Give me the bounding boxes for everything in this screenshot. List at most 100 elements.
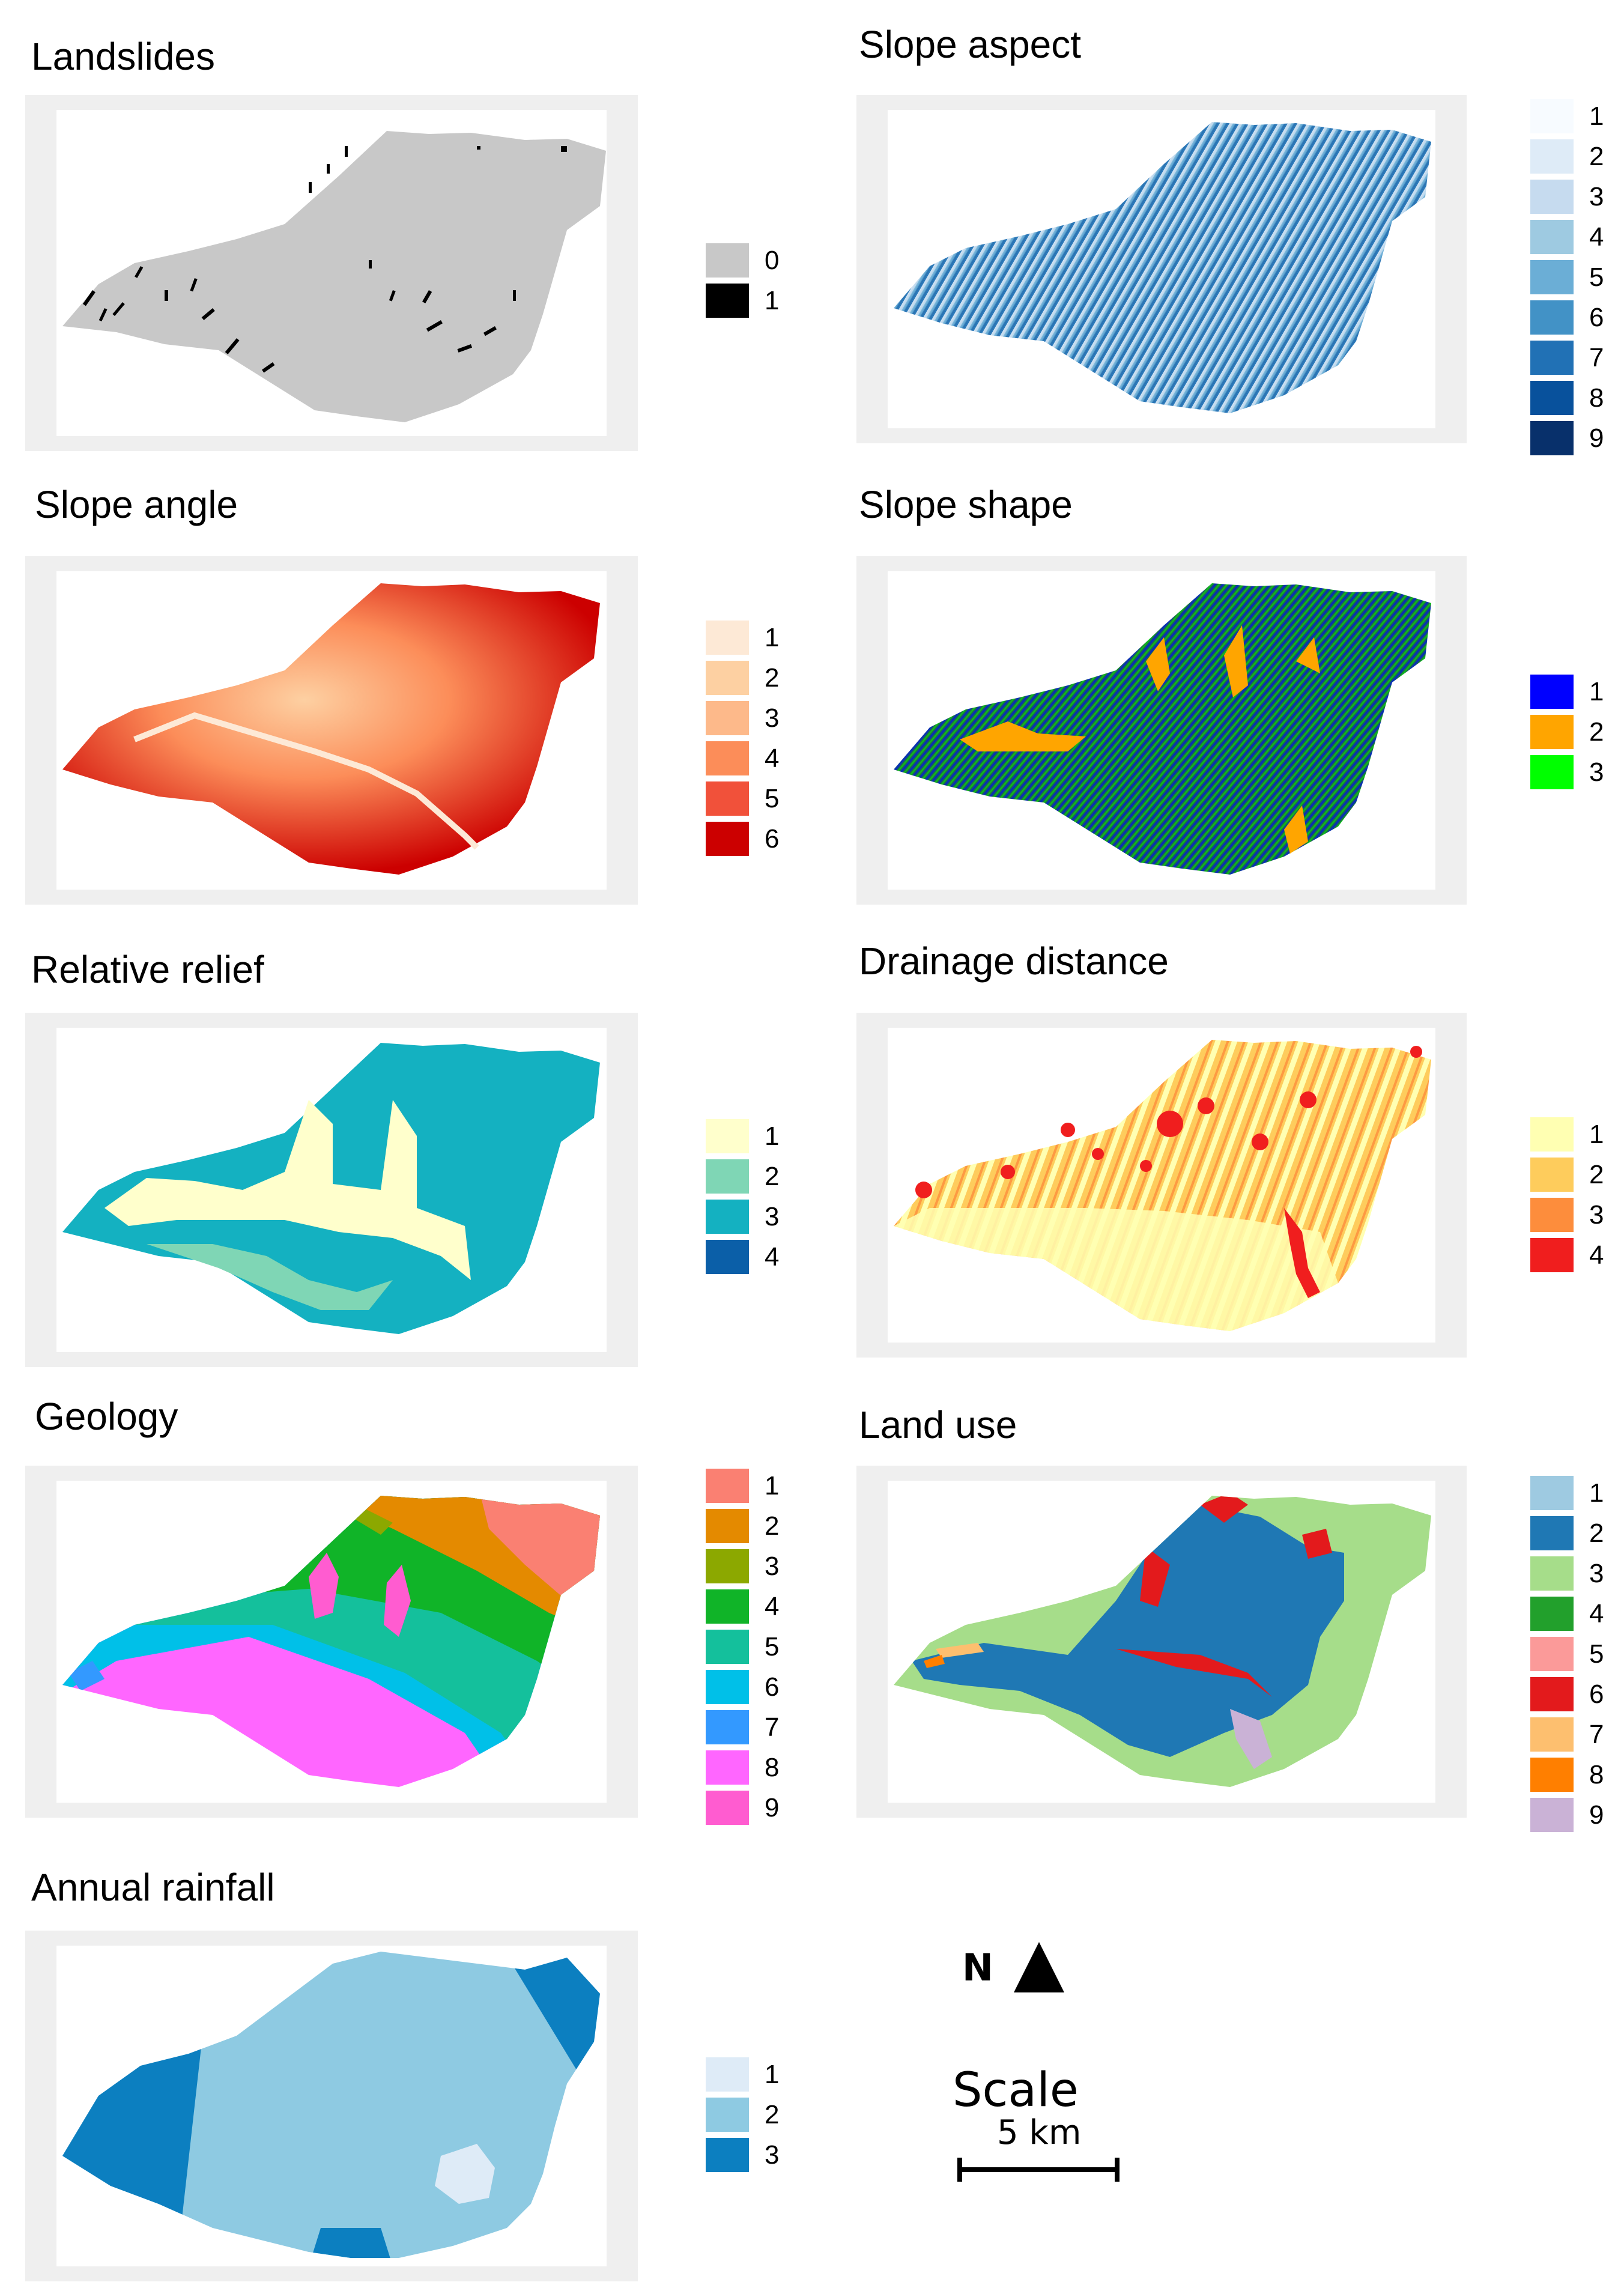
- legend-label: 4: [765, 1591, 780, 1621]
- legend-label: 1: [1589, 1478, 1604, 1508]
- map-canvas: [888, 571, 1435, 890]
- map-canvas: [56, 1946, 607, 2266]
- legend-swatch: [1530, 1238, 1574, 1272]
- legend-swatch: [1530, 300, 1574, 335]
- legend-swatch: [706, 661, 749, 695]
- legend-item: 1: [706, 2054, 779, 2095]
- legend-label: 7: [1589, 342, 1604, 372]
- legend-label: 8: [765, 1752, 780, 1782]
- map-frame-slope-aspect: [856, 95, 1467, 443]
- panel-title-slope-angle: Slope angle: [35, 483, 238, 526]
- legend-swatch: [1530, 715, 1574, 749]
- legend-item: 1: [706, 1466, 779, 1506]
- legend-swatch: [706, 2098, 749, 2132]
- legend-item: 5: [706, 778, 779, 819]
- legend-annual-rainfall: 1 2 3: [706, 2054, 779, 2175]
- legend-item: 2: [1530, 136, 1604, 177]
- legend-swatch: [1530, 1717, 1574, 1752]
- legend-label: 9: [765, 1792, 780, 1822]
- legend-swatch: [706, 1469, 749, 1503]
- panel-title-landslides: Landslides: [31, 35, 215, 78]
- map-frame-slope-angle: [25, 556, 638, 905]
- legend-swatch: [1530, 381, 1574, 415]
- legend-swatch: [706, 1159, 749, 1194]
- map-frame-landslides: [25, 95, 638, 451]
- legend-item: 3: [706, 2135, 779, 2175]
- legend-item: 6: [706, 819, 779, 859]
- legend-item: 4: [706, 1237, 779, 1277]
- legend-label: 3: [765, 1201, 780, 1231]
- geology-map: [62, 1496, 600, 1787]
- map-canvas: [888, 1481, 1435, 1803]
- panel-title-drainage-distance: Drainage distance: [859, 939, 1169, 983]
- legend-label: 3: [765, 1551, 780, 1581]
- legend-label: 4: [1589, 1240, 1604, 1270]
- legend-swatch: [706, 822, 749, 856]
- legend-label: 3: [765, 2140, 780, 2170]
- map-frame-drainage-distance: [856, 1013, 1467, 1358]
- legend-slope-shape: 1 2 3: [1530, 672, 1604, 792]
- panel-title-annual-rainfall: Annual rainfall: [31, 1866, 275, 1909]
- legend-item: 3: [706, 1197, 779, 1237]
- legend-swatch: [1530, 1556, 1574, 1591]
- legend-landslides: 0 1: [706, 240, 779, 321]
- legend-swatch: [706, 1509, 749, 1543]
- legend-label: 4: [1589, 1598, 1604, 1628]
- relative-relief-map: [62, 1043, 600, 1334]
- legend-swatch: [706, 1240, 749, 1274]
- legend-swatch: [1530, 755, 1574, 789]
- legend-item: 1: [706, 1116, 779, 1156]
- legend-label: 1: [765, 1121, 780, 1151]
- legend-label: 1: [1589, 101, 1604, 131]
- legend-label: 7: [1589, 1719, 1604, 1749]
- legend-swatch: [1530, 1516, 1574, 1550]
- legend-swatch: [706, 243, 749, 278]
- legend-label: 2: [1589, 1518, 1604, 1548]
- landslides-map: [62, 131, 606, 422]
- legend-swatch: [706, 2057, 749, 2092]
- legend-item: 4: [1530, 1235, 1604, 1275]
- legend-swatch: [1530, 180, 1574, 214]
- legend-label: 3: [1589, 757, 1604, 787]
- legend-swatch: [706, 741, 749, 775]
- legend-label: 6: [1589, 1679, 1604, 1709]
- legend-label: 6: [1589, 302, 1604, 332]
- legend-item: 6: [1530, 297, 1604, 338]
- legend-swatch: [1530, 421, 1574, 455]
- scale-bar: [957, 2158, 1120, 2182]
- legend-item: 2: [706, 1156, 779, 1197]
- legend-item: 4: [706, 738, 779, 778]
- lowland-zone: [105, 1100, 471, 1280]
- slope-aspect-map: [894, 122, 1431, 413]
- catchment-shape: [894, 583, 1431, 875]
- legend-label: 1: [765, 1470, 780, 1501]
- legend-swatch: [1530, 260, 1574, 294]
- legend-item: 7: [1530, 338, 1604, 378]
- legend-item: 3: [706, 698, 779, 738]
- catchment-shape: [62, 583, 600, 875]
- legend-item: 1: [706, 618, 779, 658]
- legend-label: 7: [765, 1712, 780, 1742]
- legend-item: 5: [706, 1627, 779, 1667]
- map-canvas: [888, 1028, 1435, 1343]
- legend-land-use: 1 2 3 4 5 6 7 8 9: [1530, 1473, 1604, 1835]
- legend-label: 0: [765, 245, 780, 275]
- panel-title-geology: Geology: [35, 1395, 178, 1438]
- legend-item: 9: [706, 1788, 779, 1828]
- legend-relative-relief: 1 2 3 4: [706, 1116, 779, 1277]
- legend-swatch: [706, 1670, 749, 1704]
- scale-title: Scale: [953, 2063, 1079, 2117]
- legend-swatch: [1530, 1798, 1574, 1832]
- legend-label: 2: [765, 1161, 780, 1191]
- catchment-shape: [62, 131, 606, 422]
- legend-swatch: [1530, 1198, 1574, 1232]
- map-canvas: [888, 110, 1435, 428]
- legend-item: 0: [706, 240, 779, 281]
- legend-item: 4: [1530, 1594, 1604, 1634]
- legend-label: 4: [1589, 222, 1604, 252]
- panel-title-slope-shape: Slope shape: [859, 483, 1073, 526]
- legend-item: 7: [706, 1707, 779, 1747]
- legend-item: 2: [706, 658, 779, 698]
- map-frame-geology: [25, 1466, 638, 1818]
- legend-slope-angle: 1 2 3 4 5 6: [706, 618, 779, 859]
